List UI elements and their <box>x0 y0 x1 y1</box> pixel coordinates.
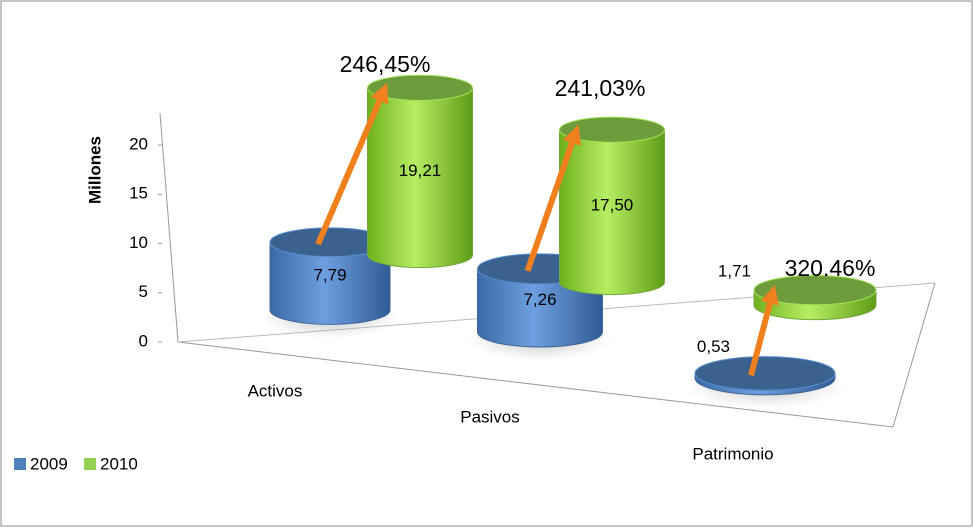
growth-arrow <box>748 284 780 377</box>
y-tick-label: 20 <box>129 134 148 153</box>
annotation: 241,03% <box>555 75 646 101</box>
data-label: 7,26 <box>523 290 556 309</box>
cylinder-body <box>559 129 665 296</box>
data-label: 17,50 <box>591 195 634 214</box>
cylinder <box>753 274 877 321</box>
cylinder <box>685 356 845 409</box>
y-axis-label: Millones <box>85 136 104 204</box>
growth-arrow <box>315 83 389 246</box>
data-label: 0,53 <box>697 337 730 356</box>
legend-swatch <box>84 458 96 470</box>
y-tick-label: 10 <box>129 233 148 252</box>
cylinder <box>260 227 400 339</box>
x-tick-label: Pasivos <box>460 407 520 426</box>
cylinder-body <box>367 87 473 269</box>
cylinder-top <box>753 274 877 306</box>
cylinder <box>367 74 473 269</box>
x-tick-label: Activos <box>248 381 303 400</box>
annotation: 320.46% <box>785 255 876 281</box>
cylinder-top <box>367 74 473 101</box>
growth-arrow <box>524 124 582 272</box>
x-tick-label: Patrimonio <box>692 444 773 463</box>
legend-swatch <box>14 458 26 470</box>
y-tick-label: 5 <box>139 282 148 301</box>
data-label: 1,71 <box>718 262 751 281</box>
cylinder <box>559 116 665 296</box>
y-tick-label: 0 <box>139 331 148 350</box>
annotation: 246,45% <box>340 51 431 77</box>
cylinder-top <box>694 356 836 391</box>
cylinder-body <box>269 241 391 325</box>
data-label: 19,21 <box>399 161 442 180</box>
data-label: 7,79 <box>313 266 346 285</box>
legend-label: 2009 <box>30 454 68 473</box>
legend-label: 2010 <box>100 454 138 473</box>
y-tick-label: 15 <box>129 184 148 203</box>
cylinder-top <box>559 116 665 143</box>
